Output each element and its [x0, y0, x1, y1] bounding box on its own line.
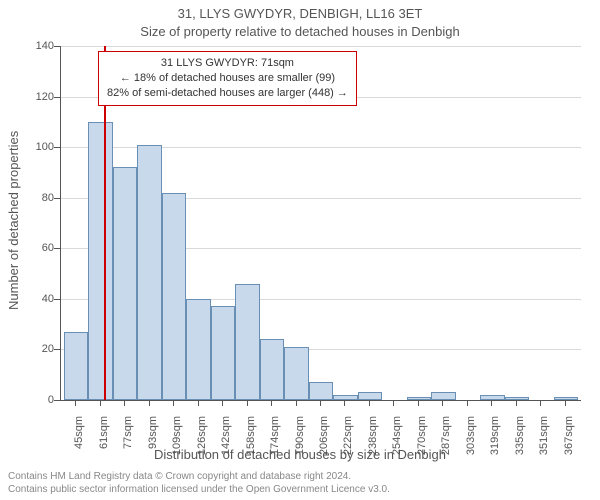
y-tick-label: 40 — [42, 293, 54, 305]
x-tick-label: 77sqm — [122, 416, 134, 464]
histogram-bar — [186, 299, 210, 400]
x-tick-label: 61sqm — [98, 416, 110, 464]
x-tick-label: 254sqm — [391, 416, 403, 464]
histogram-bar — [358, 392, 382, 400]
histogram-bar — [431, 392, 455, 400]
x-tick-label: 303sqm — [465, 416, 477, 464]
x-tick-label: 335sqm — [514, 416, 526, 464]
x-tick — [516, 400, 517, 406]
chart-title-main: 31, LLYS GWYDYR, DENBIGH, LL16 3ET — [0, 6, 600, 21]
y-tick-label: 20 — [42, 343, 54, 355]
y-tick — [54, 97, 60, 98]
histogram-bar — [407, 397, 431, 400]
x-tick — [344, 400, 345, 406]
histogram-bar — [505, 397, 529, 400]
histogram-bar — [88, 122, 112, 400]
y-tick-label: 60 — [42, 242, 54, 254]
x-tick — [149, 400, 150, 406]
x-tick-label: 287sqm — [440, 416, 452, 464]
y-tick-label: 140 — [36, 40, 54, 52]
y-tick — [54, 198, 60, 199]
x-tick-label: 158sqm — [245, 416, 257, 464]
x-tick-label: 142sqm — [220, 416, 232, 464]
histogram-bar — [137, 145, 161, 400]
x-tick-label: 109sqm — [171, 416, 183, 464]
plot-area: 31 LLYS GWYDYR: 71sqm← 18% of detached h… — [60, 46, 581, 401]
grid-line — [61, 46, 581, 47]
x-tick-label: 206sqm — [318, 416, 330, 464]
footer-line-2: Contains public sector information licen… — [8, 483, 390, 496]
annotation-line-3: 82% of semi-detached houses are larger (… — [107, 86, 348, 101]
y-tick — [54, 46, 60, 47]
x-tick-label: 351sqm — [538, 416, 550, 464]
y-tick — [54, 147, 60, 148]
x-tick-label: 367sqm — [563, 416, 575, 464]
y-tick-label: 120 — [36, 91, 54, 103]
x-tick-label: 190sqm — [294, 416, 306, 464]
x-tick-label: 238sqm — [367, 416, 379, 464]
histogram-bar — [113, 167, 137, 400]
x-tick — [198, 400, 199, 406]
x-tick — [222, 400, 223, 406]
y-tick — [54, 400, 60, 401]
x-tick — [124, 400, 125, 406]
x-tick — [75, 400, 76, 406]
chart-title-sub: Size of property relative to detached ho… — [0, 24, 600, 39]
x-tick — [369, 400, 370, 406]
footer-attribution: Contains HM Land Registry data © Crown c… — [8, 470, 390, 496]
y-tick-label: 80 — [42, 192, 54, 204]
x-tick — [100, 400, 101, 406]
x-tick — [467, 400, 468, 406]
chart-root: 31, LLYS GWYDYR, DENBIGH, LL16 3ET Size … — [0, 0, 600, 500]
x-tick — [247, 400, 248, 406]
x-tick-label: 45sqm — [73, 416, 85, 464]
annotation-line-1: 31 LLYS GWYDYR: 71sqm — [107, 56, 348, 71]
histogram-bar — [554, 397, 578, 400]
x-tick-label: 222sqm — [342, 416, 354, 464]
x-tick-label: 270sqm — [416, 416, 428, 464]
histogram-bar — [284, 347, 308, 400]
y-tick — [54, 299, 60, 300]
x-tick-label: 174sqm — [269, 416, 281, 464]
y-tick — [54, 248, 60, 249]
x-tick — [296, 400, 297, 406]
x-tick — [393, 400, 394, 406]
histogram-bar — [162, 193, 186, 400]
annotation-line-2: ← 18% of detached houses are smaller (99… — [107, 71, 348, 86]
histogram-bar — [480, 395, 504, 400]
histogram-bar — [64, 332, 88, 400]
x-tick — [418, 400, 419, 406]
histogram-bar — [333, 395, 357, 400]
x-tick — [491, 400, 492, 406]
annotation-box: 31 LLYS GWYDYR: 71sqm← 18% of detached h… — [98, 51, 357, 106]
x-tick — [173, 400, 174, 406]
x-tick — [271, 400, 272, 406]
x-tick-label: 126sqm — [196, 416, 208, 464]
y-tick-label: 100 — [36, 141, 54, 153]
x-tick — [540, 400, 541, 406]
x-tick-label: 319sqm — [489, 416, 501, 464]
footer-line-1: Contains HM Land Registry data © Crown c… — [8, 470, 390, 483]
y-tick-label: 0 — [48, 394, 54, 406]
histogram-bar — [211, 306, 235, 400]
histogram-bar — [309, 382, 333, 400]
histogram-bar — [235, 284, 259, 400]
x-tick — [565, 400, 566, 406]
y-axis-label: Number of detached properties — [6, 131, 21, 310]
y-tick — [54, 349, 60, 350]
x-tick — [442, 400, 443, 406]
histogram-bar — [260, 339, 284, 400]
x-tick — [320, 400, 321, 406]
x-tick-label: 93sqm — [147, 416, 159, 464]
